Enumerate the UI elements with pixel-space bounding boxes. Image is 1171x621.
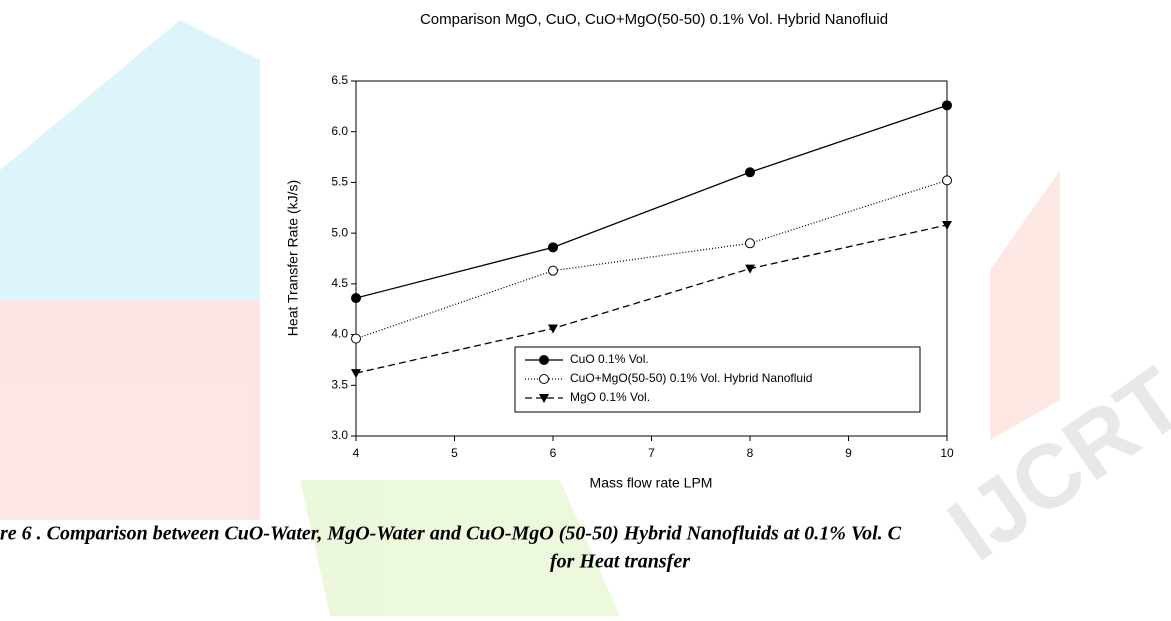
- marker: [942, 175, 952, 186]
- marker: [942, 221, 952, 231]
- caption: re 6 . Comparison between CuO-Water, MgO…: [0, 523, 902, 545]
- marker: [942, 100, 952, 111]
- y-tick-label: 5.0: [331, 225, 348, 239]
- x-tick-label: 6: [550, 446, 557, 460]
- y-tick-label: 4.0: [331, 327, 348, 341]
- legend-box: [514, 346, 921, 413]
- y-tick-label: 4.5: [331, 276, 348, 290]
- legend-marker: [539, 394, 549, 403]
- legend-label: CuO 0.1% Vol.: [570, 352, 649, 366]
- legend: CuO 0.1% Vol. CuO+MgO(50-50) 0.1% Vol. Hy…: [514, 346, 921, 413]
- y-tick-label: 6.0: [331, 124, 348, 138]
- x-tick-label: 7: [648, 446, 655, 460]
- legend-marker: [539, 355, 549, 365]
- caption: for Heat transfer: [550, 551, 690, 573]
- y-tick-label: 6.5: [331, 73, 348, 87]
- watermark-shape: [0, 300, 260, 520]
- watermark-shape: [990, 170, 1060, 440]
- x-tick-label: 9: [845, 446, 852, 460]
- legend-label: CuO+MgO(50-50) 0.1% Vol. Hybrid Nanoflui…: [570, 371, 812, 385]
- marker: [745, 167, 755, 178]
- watermark-shape: [300, 480, 620, 616]
- y-tick-label: 3.0: [331, 428, 348, 442]
- marker: [548, 265, 558, 276]
- y-axis-label: Heat Transfer Rate (kJ/s): [285, 180, 301, 336]
- legend-marker: [539, 374, 549, 384]
- marker: [745, 264, 755, 274]
- series-line: [355, 179, 948, 340]
- x-axis-label: Mass flow rate LPM: [590, 475, 713, 491]
- x-tick-label: 4: [353, 446, 360, 460]
- marker: [351, 333, 361, 344]
- x-tick-label: 10: [940, 446, 954, 460]
- marker: [548, 242, 558, 253]
- marker: [351, 293, 361, 304]
- chart-title: Comparison MgO, CuO, CuO+MgO(50-50) 0.1%…: [420, 11, 888, 28]
- x-tick-label: 8: [747, 446, 754, 460]
- y-tick-label: 3.5: [331, 377, 348, 391]
- watermark-shape: [0, 20, 260, 300]
- x-tick-label: 5: [451, 446, 458, 460]
- legend-label: MgO 0.1% Vol.: [570, 390, 650, 404]
- series-line: [355, 224, 948, 374]
- watermark-shapes: [0, 20, 1060, 616]
- marker: [548, 324, 558, 334]
- marker: [351, 369, 361, 379]
- series-line: [355, 104, 948, 299]
- y-tick-label: 5.5: [331, 175, 348, 189]
- marker: [745, 238, 755, 249]
